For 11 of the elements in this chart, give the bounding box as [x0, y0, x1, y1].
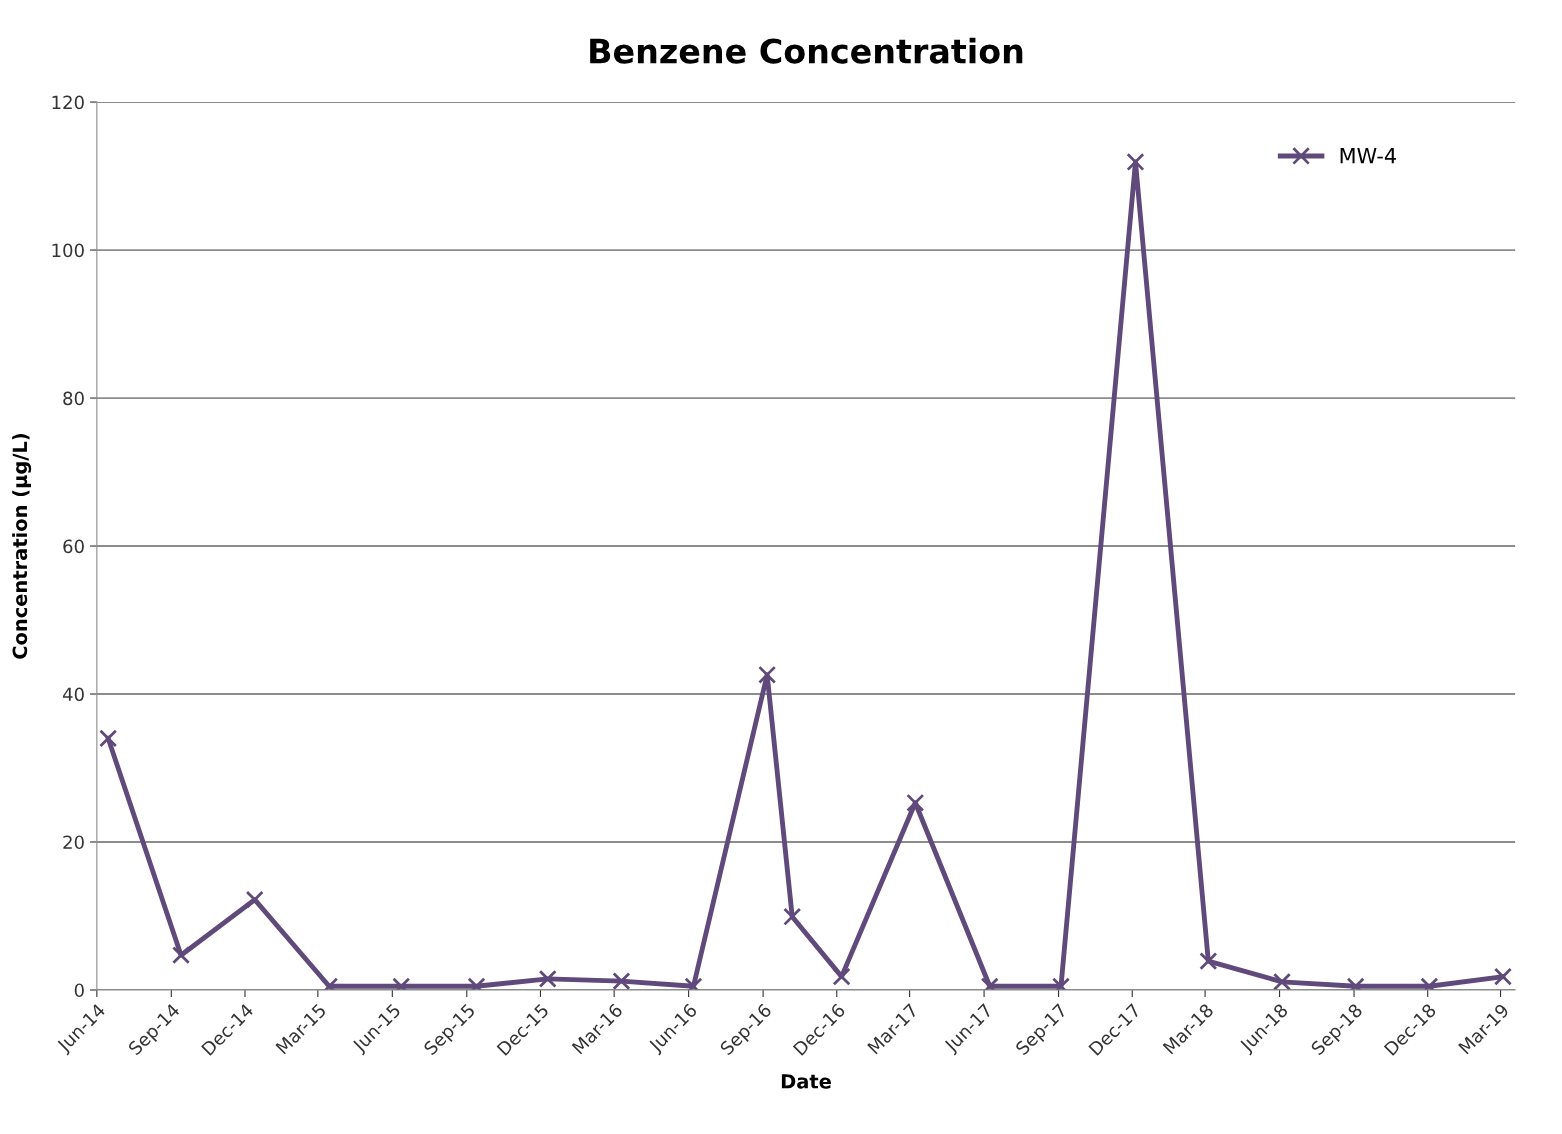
x-axis-title: Date [781, 1074, 831, 1089]
y-tick-label: 80 [63, 391, 84, 406]
y-tick-label: 100 [52, 243, 84, 258]
y-tick-label: 40 [62, 687, 84, 702]
y-tick-label: 0 [74, 983, 84, 998]
y-axis-title: Concentration (µg/L) [12, 433, 32, 659]
legend-label: MW-4 [1340, 148, 1396, 164]
y-tick-label: 20 [63, 835, 84, 850]
y-tick-label: 60 [63, 539, 84, 554]
chart-title: Benzene Concentration [590, 37, 1023, 64]
y-tick-label: 120 [52, 95, 84, 110]
